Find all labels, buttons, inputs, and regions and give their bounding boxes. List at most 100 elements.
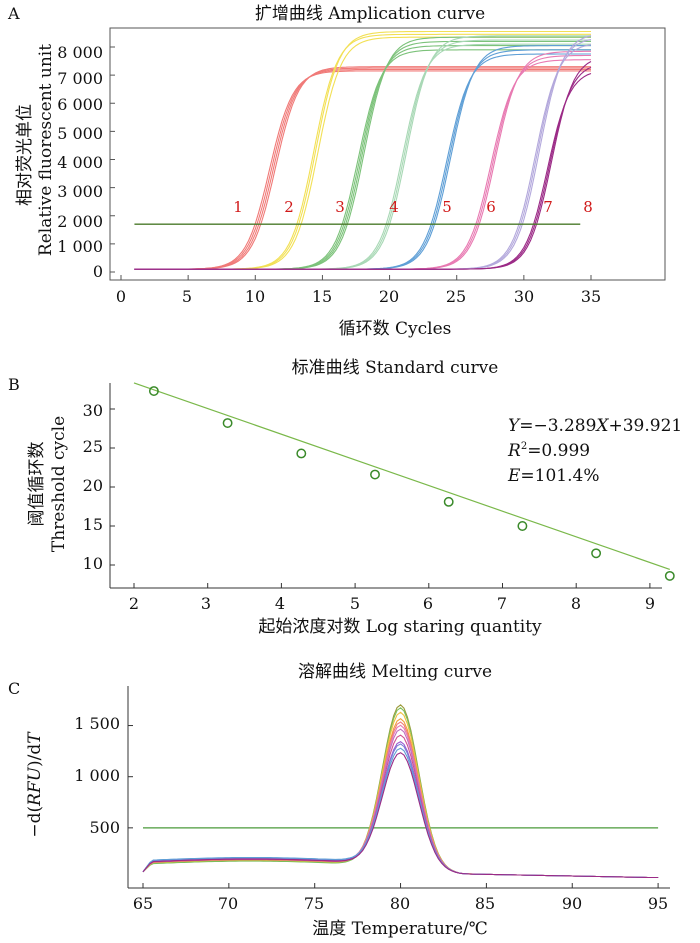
x-tick-label: 7 [497,594,507,613]
melting-curve [142,707,659,879]
y-tick-label: 6 000 [57,95,103,114]
x-tick-label: 85 [475,894,495,913]
y-tick-label: 1 000 [57,237,103,256]
panel-a-curve-labels: 1 2 3 4 5 6 7 8 [233,198,593,216]
y-tick-label: 4 000 [57,153,103,172]
fit-eq-intercept: +39.921 [609,416,683,436]
y-tick-label: 500 [89,818,120,837]
x-tick-label: 65 [133,894,153,913]
x-tick-label: 15 [312,287,332,306]
panel-b-x-ticks: 2 3 4 5 6 7 8 9 [129,594,655,613]
x-tick-label: 10 [245,287,265,306]
curve-label: 3 [335,198,345,216]
fit-r2-value: =0.999 [527,441,590,461]
curve-label: 6 [486,198,496,216]
x-tick-label: 70 [218,894,238,913]
panel-a-y-label-cn: 相对荧光单位 [15,104,35,206]
panel-c-x-label: 温度 Temperature/℃ [312,919,488,939]
curve-label: 2 [284,198,294,216]
y-label-part: −d( [25,806,45,838]
y-tick-label: 5 000 [57,124,103,143]
fit-r2-r: R [507,441,521,461]
x-tick-label: 5 [350,594,360,613]
curve-label: 7 [543,198,553,216]
amplification-curve [134,44,592,270]
data-point [148,386,159,397]
panel-b-letter: B [8,375,20,394]
x-tick-label: 25 [446,287,466,306]
x-tick-label: 3 [201,594,211,613]
melting-curve [142,747,659,879]
y-label-part: T [25,731,45,744]
x-tick-label: 20 [379,287,399,306]
melting-curve [142,711,659,879]
curve-label: 8 [583,198,593,216]
y-label-part: RFU [25,766,45,807]
amplification-curve [134,68,591,270]
curve-label: 1 [233,198,243,216]
melting-curve [142,734,659,879]
fit-efficiency: E=101.4% [507,466,600,486]
panel-b-x-label: 起始浓度对数 Log staring quantity [258,617,542,637]
melting-curve [142,752,659,879]
y-tick-label: 30 [83,401,103,420]
data-point [296,448,307,459]
panel-b-y-label-cn: 阈值循环数 [27,442,47,527]
x-tick-label: 4 [275,594,285,613]
fit-r2-sup: 2 [521,441,527,452]
panel-a-letter: A [7,4,20,23]
panel-c-y-ticks: 500 1 000 1 500 [74,714,120,837]
y-tick-label: 3 000 [57,182,103,201]
panel-a-x-label: 循环数 Cycles [339,319,452,339]
x-tick-label: 75 [304,894,324,913]
melting-curve [142,718,659,879]
y-tick-label: 1 500 [74,714,120,733]
panel-a-frame [109,27,666,281]
panel-c-title: 溶解曲线 Melting curve [298,662,492,682]
amplification-curve [134,66,592,270]
x-tick-label: 8 [571,594,581,613]
x-tick-label: 95 [648,894,668,913]
y-label-part: )/d [25,744,45,767]
panel-b-y-label-en: Threshold cycle [49,416,69,552]
data-point [664,570,675,581]
panel-b-title: 标准曲线 Standard curve [292,358,499,378]
x-tick-label: 0 [116,287,126,306]
y-tick-label: 8 000 [57,43,103,62]
y-tick-label: 1 000 [74,766,120,785]
y-tick-label: 0 [93,262,103,281]
panel-c-letter: C [8,679,20,698]
fit-r2: R2=0.999 [507,441,590,461]
x-tick-label: 2 [129,594,139,613]
panel-c-plot [128,704,659,888]
fit-e-value: =101.4% [520,466,599,486]
data-point [222,418,233,428]
y-tick-label: 2 000 [57,212,103,231]
y-tick-label: 10 [83,554,103,573]
amplification-curve [134,67,591,270]
y-tick-label: 20 [83,476,103,495]
x-tick-label: 9 [645,594,655,613]
data-point [443,496,454,507]
amplification-curve [134,61,592,270]
fit-eq-x: X [594,416,609,436]
panel-a: A 扩增曲线 Amplication curve 0 1 000 2 000 3… [7,4,666,339]
fit-eq-y: Y [508,416,521,436]
panel-a-y-label-en: Relative fluorescent unit [36,44,56,256]
amplification-curve [134,72,592,270]
amplification-curve [134,66,591,270]
melting-curve [142,721,659,879]
x-tick-label: 5 [182,287,192,306]
y-tick-label: 25 [83,437,103,456]
curve-label: 5 [442,198,452,216]
x-tick-label: 6 [423,594,433,613]
amplification-curve [134,43,591,270]
panel-a-y-ticks: 0 1 000 2 000 3 000 4 000 5 000 6 000 7 … [57,43,103,281]
x-tick-label: 80 [390,894,410,913]
melting-curve [142,728,659,879]
x-tick-label: 90 [562,894,582,913]
amplification-curve [134,40,591,270]
amplification-curve [134,70,591,270]
x-tick-label: 35 [581,287,601,306]
